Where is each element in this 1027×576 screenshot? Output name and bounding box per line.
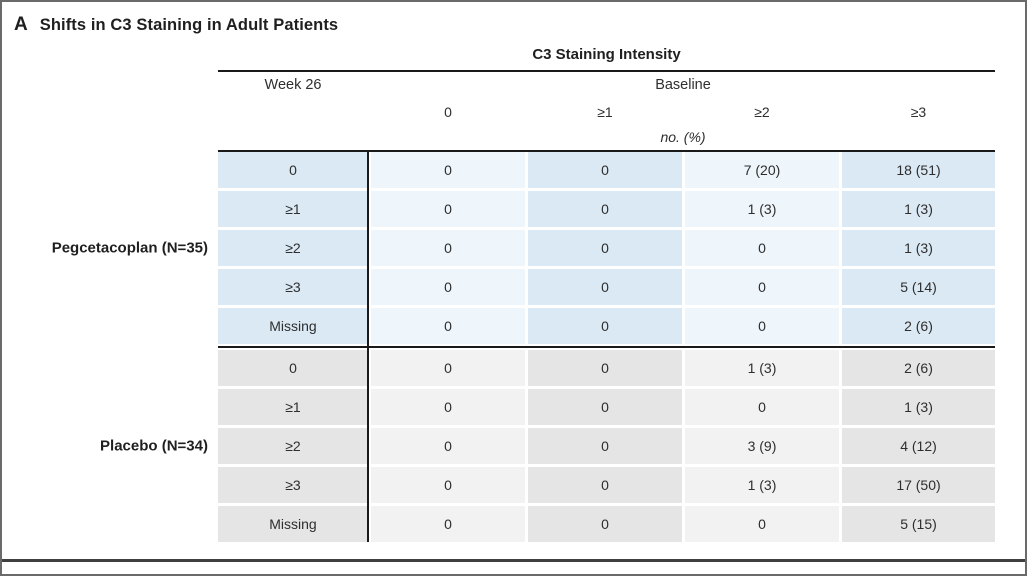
count-cell: 1 (3) [685, 467, 839, 503]
table-row: Missing 0 0 0 5 (15) [218, 506, 1025, 542]
count-cell: 4 (12) [842, 428, 995, 464]
count-cell: 0 [371, 467, 525, 503]
table-header: C3 Staining Intensity Week 26 Baseline 0… [218, 46, 995, 152]
count-cell: 1 (3) [842, 191, 995, 227]
count-cell: 2 (6) [842, 308, 995, 344]
week26-category-cell: Missing [218, 506, 368, 542]
count-cell: 0 [371, 428, 525, 464]
column-header: ≥3 [910, 104, 927, 120]
count-cell: 7 (20) [685, 152, 839, 188]
count-cell: 1 (3) [685, 350, 839, 386]
count-cell: 0 [685, 506, 839, 542]
unit-row: no. (%) [218, 126, 995, 152]
count-cell: 5 (14) [842, 269, 995, 305]
column-header: ≥1 [597, 104, 613, 120]
count-cell: 3 (9) [685, 428, 839, 464]
table-row: ≥3 0 0 1 (3) 17 (50) [218, 467, 1025, 503]
count-cell: 0 [371, 191, 525, 227]
week26-category-cell: ≥3 [218, 467, 368, 503]
count-cell: 0 [528, 308, 682, 344]
count-cell: 0 [528, 152, 682, 188]
count-cell: 0 [685, 269, 839, 305]
table-row: ≥1 0 0 0 1 (3) [218, 389, 1025, 425]
table-row: ≥2 0 0 0 1 (3) [218, 230, 1025, 266]
count-cell: 0 [685, 230, 839, 266]
table-row: ≥1 0 0 1 (3) 1 (3) [218, 191, 1025, 227]
table-row: Missing 0 0 0 2 (6) [218, 308, 1025, 344]
panel-divider-line [2, 559, 1025, 562]
treatment-group-section: Pegcetacoplan (N=35) 0 0 0 7 (20) 18 (51) ≥1 0 0… [2, 152, 1025, 344]
count-cell: 2 (6) [842, 350, 995, 386]
count-cell: 0 [371, 230, 525, 266]
vertical-rule [367, 152, 369, 542]
panel-title: Shifts in C3 Staining in Adult Patients [39, 16, 339, 34]
count-cell: 0 [685, 389, 839, 425]
week26-category-cell: 0 [218, 152, 368, 188]
table-row: ≥3 0 0 0 5 (14) [218, 269, 1025, 305]
count-cell: 0 [371, 506, 525, 542]
row-axis-label: Week 26 [264, 77, 322, 93]
col-axis-label: Baseline [655, 77, 711, 93]
treatment-group-section: Placebo (N=34) 0 0 0 1 (3) 2 (6) ≥1 0 0 0 1 (3) ≥2 0… [2, 350, 1025, 542]
count-cell: 0 [371, 350, 525, 386]
axis-label-row: Week 26 Baseline [218, 72, 995, 98]
panel-header: A Shifts in C3 Staining in Adult Patient… [14, 14, 338, 36]
column-header: 0 [444, 104, 452, 120]
week26-category-cell: ≥1 [218, 389, 368, 425]
treatment-group-label: Placebo (N=34) [100, 437, 208, 455]
count-cell: 0 [371, 269, 525, 305]
count-cell: 1 (3) [685, 191, 839, 227]
week26-category-cell: Missing [218, 308, 368, 344]
unit-note: no. (%) [660, 129, 706, 145]
treatment-group-label: Pegcetacoplan (N=35) [51, 239, 208, 257]
table-spanner-title: C3 Staining Intensity [218, 46, 995, 72]
count-cell: 1 (3) [842, 389, 995, 425]
count-cell: 0 [528, 389, 682, 425]
count-cell: 5 (15) [842, 506, 995, 542]
count-cell: 0 [528, 269, 682, 305]
week26-category-cell: ≥3 [218, 269, 368, 305]
column-header-row: 0 ≥1 ≥2 ≥3 [218, 98, 995, 126]
week26-category-cell: 0 [218, 350, 368, 386]
count-cell: 0 [528, 191, 682, 227]
table-row: ≥2 0 0 3 (9) 4 (12) [218, 428, 1025, 464]
count-cell: 0 [528, 428, 682, 464]
count-cell: 0 [371, 389, 525, 425]
count-cell: 0 [528, 350, 682, 386]
count-cell: 0 [528, 467, 682, 503]
week26-category-cell: ≥1 [218, 191, 368, 227]
column-header: ≥2 [754, 104, 770, 120]
count-cell: 18 (51) [842, 152, 995, 188]
count-cell: 0 [528, 230, 682, 266]
shift-table: C3 Staining Intensity Week 26 Baseline 0… [2, 46, 1025, 542]
week26-category-cell: ≥2 [218, 428, 368, 464]
table-body: Pegcetacoplan (N=35) 0 0 0 7 (20) 18 (51) ≥1 0 0… [2, 152, 1025, 542]
count-cell: 0 [685, 308, 839, 344]
week26-category-cell: ≥2 [218, 230, 368, 266]
count-cell: 17 (50) [842, 467, 995, 503]
count-cell: 0 [371, 152, 525, 188]
count-cell: 1 (3) [842, 230, 995, 266]
group-divider-line [218, 346, 995, 348]
count-cell: 0 [371, 308, 525, 344]
panel-letter: A [14, 14, 28, 35]
count-cell: 0 [528, 506, 682, 542]
